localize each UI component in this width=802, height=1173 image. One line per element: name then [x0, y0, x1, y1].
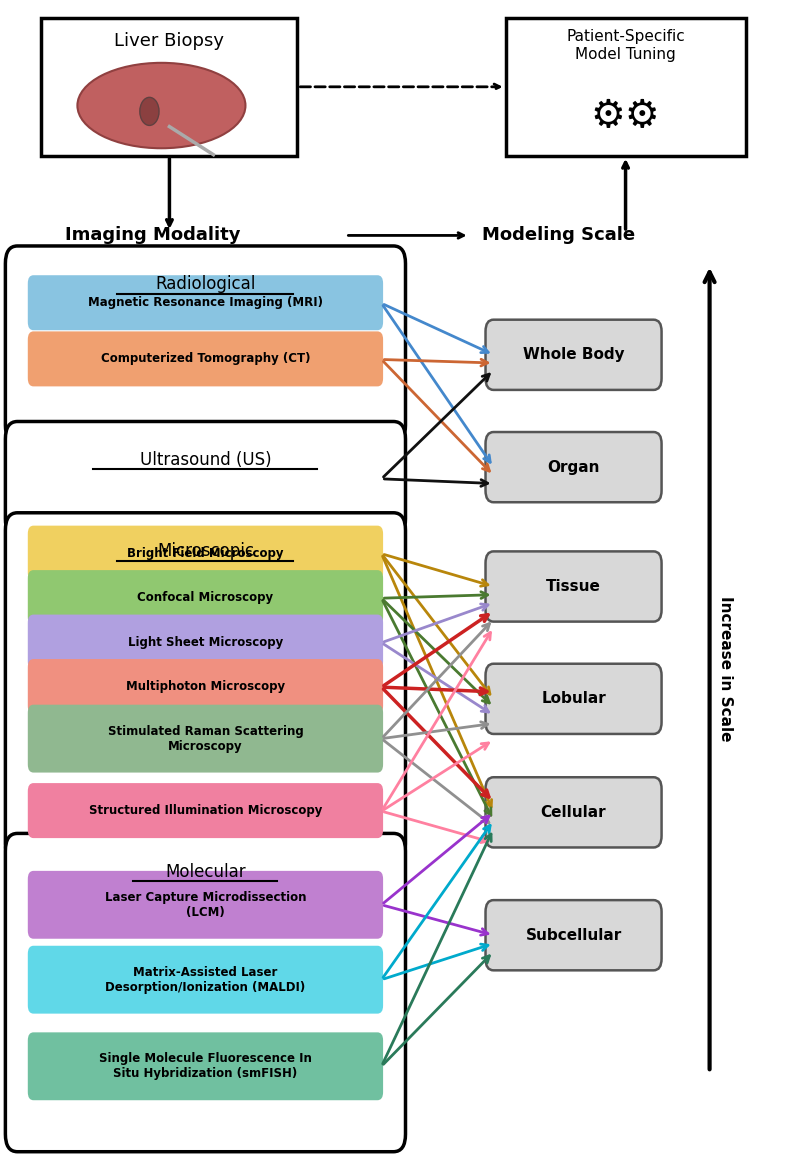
Text: Matrix-Assisted Laser
Desorption/Ionization (MALDI): Matrix-Assisted Laser Desorption/Ionizat…: [105, 965, 306, 994]
Text: Magnetic Resonance Imaging (MRI): Magnetic Resonance Imaging (MRI): [88, 297, 322, 310]
FancyBboxPatch shape: [485, 900, 661, 970]
FancyBboxPatch shape: [28, 332, 383, 386]
Text: Subcellular: Subcellular: [525, 928, 621, 943]
FancyBboxPatch shape: [485, 778, 661, 847]
Text: Cellular: Cellular: [540, 805, 606, 820]
Text: Confocal Microscopy: Confocal Microscopy: [137, 591, 273, 604]
Text: ⚙⚙: ⚙⚙: [590, 97, 659, 135]
Text: Increase in Scale: Increase in Scale: [717, 596, 732, 741]
FancyBboxPatch shape: [28, 615, 383, 670]
Bar: [505, 18, 745, 156]
Text: Microscopic: Microscopic: [156, 542, 253, 560]
Text: Computerized Tomography (CT): Computerized Tomography (CT): [100, 352, 310, 366]
Ellipse shape: [77, 63, 245, 148]
FancyBboxPatch shape: [6, 834, 405, 1152]
Text: Structured Illumination Microscopy: Structured Illumination Microscopy: [89, 805, 322, 818]
Text: Liver Biopsy: Liver Biopsy: [115, 32, 224, 49]
FancyBboxPatch shape: [485, 320, 661, 389]
Text: Organ: Organ: [547, 460, 599, 475]
Text: Stimulated Raman Scattering
Microscopy: Stimulated Raman Scattering Microscopy: [107, 725, 303, 753]
FancyBboxPatch shape: [6, 513, 405, 861]
Text: Imaging Modality: Imaging Modality: [65, 226, 241, 244]
Text: Modeling Scale: Modeling Scale: [481, 226, 634, 244]
Text: Radiological: Radiological: [155, 276, 255, 293]
FancyBboxPatch shape: [28, 276, 383, 331]
Bar: [42, 18, 297, 156]
FancyBboxPatch shape: [28, 1032, 383, 1100]
FancyBboxPatch shape: [28, 784, 383, 838]
Text: Whole Body: Whole Body: [522, 347, 624, 362]
Circle shape: [140, 97, 159, 126]
Text: Single Molecule Fluorescence In
Situ Hybridization (smFISH): Single Molecule Fluorescence In Situ Hyb…: [99, 1052, 311, 1080]
Text: Lobular: Lobular: [541, 691, 606, 706]
FancyBboxPatch shape: [28, 705, 383, 773]
Text: Molecular: Molecular: [165, 862, 245, 881]
Text: Laser Capture Microdissection
(LCM): Laser Capture Microdissection (LCM): [104, 890, 306, 918]
Text: Tissue: Tissue: [545, 579, 600, 594]
FancyBboxPatch shape: [485, 664, 661, 734]
FancyBboxPatch shape: [28, 526, 383, 581]
FancyBboxPatch shape: [485, 432, 661, 502]
Text: Light Sheet Microscopy: Light Sheet Microscopy: [128, 636, 283, 649]
Text: Multiphoton Microscopy: Multiphoton Microscopy: [126, 680, 285, 693]
FancyBboxPatch shape: [28, 570, 383, 625]
FancyBboxPatch shape: [6, 421, 405, 536]
FancyBboxPatch shape: [28, 659, 383, 714]
FancyBboxPatch shape: [485, 551, 661, 622]
Text: Bright Field Microscopy: Bright Field Microscopy: [127, 547, 283, 560]
FancyBboxPatch shape: [28, 945, 383, 1013]
FancyBboxPatch shape: [6, 246, 405, 442]
FancyBboxPatch shape: [28, 870, 383, 938]
Text: Patient-Specific
Model Tuning: Patient-Specific Model Tuning: [565, 29, 684, 62]
Text: Ultrasound (US): Ultrasound (US): [140, 450, 271, 469]
